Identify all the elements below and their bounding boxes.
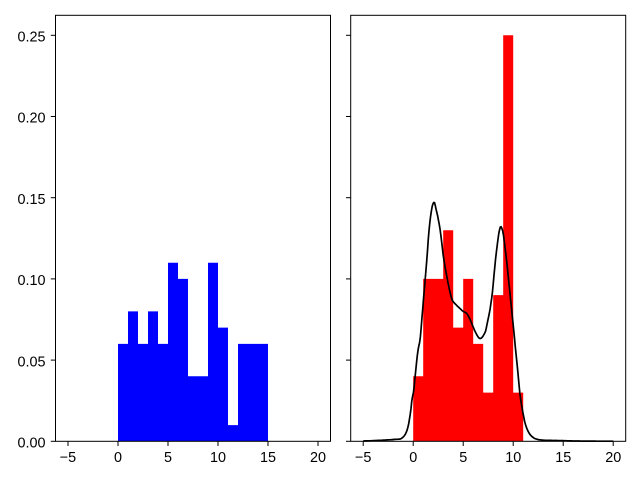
svg-text:5: 5 bbox=[164, 450, 172, 466]
svg-text:0.00: 0.00 bbox=[17, 436, 45, 452]
svg-text:0: 0 bbox=[114, 450, 122, 466]
svg-text:−5: −5 bbox=[355, 450, 371, 466]
svg-text:10: 10 bbox=[210, 450, 226, 466]
svg-text:10: 10 bbox=[505, 450, 521, 466]
svg-text:20: 20 bbox=[310, 450, 326, 466]
svg-text:0.25: 0.25 bbox=[17, 30, 45, 46]
svg-text:15: 15 bbox=[260, 450, 276, 466]
svg-text:0.10: 0.10 bbox=[17, 273, 45, 289]
svg-text:5: 5 bbox=[459, 450, 467, 466]
svg-text:0.05: 0.05 bbox=[17, 354, 45, 370]
svg-text:−5: −5 bbox=[60, 450, 76, 466]
svg-text:20: 20 bbox=[605, 450, 621, 466]
svg-text:0.20: 0.20 bbox=[17, 111, 45, 127]
svg-text:0: 0 bbox=[409, 450, 417, 466]
svg-text:15: 15 bbox=[555, 450, 571, 466]
svg-text:0.15: 0.15 bbox=[17, 192, 45, 208]
